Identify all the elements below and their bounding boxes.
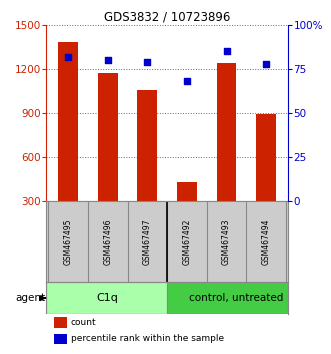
Title: GDS3832 / 10723896: GDS3832 / 10723896 xyxy=(104,11,230,24)
Bar xyxy=(98,73,118,201)
Bar xyxy=(58,42,78,201)
Text: GSM467492: GSM467492 xyxy=(182,219,191,265)
Bar xyxy=(137,90,157,201)
Bar xyxy=(256,114,276,201)
Point xyxy=(105,57,110,63)
Point xyxy=(184,79,190,84)
Point xyxy=(263,61,269,67)
Bar xyxy=(167,282,288,314)
Point xyxy=(145,59,150,65)
Bar xyxy=(54,334,67,344)
Bar xyxy=(217,63,236,201)
Text: GSM467493: GSM467493 xyxy=(222,219,231,265)
Text: GSM467494: GSM467494 xyxy=(262,219,271,265)
Text: C1q: C1q xyxy=(97,293,119,303)
Bar xyxy=(46,282,167,314)
Text: GSM467495: GSM467495 xyxy=(64,219,72,265)
Text: control, untreated: control, untreated xyxy=(189,293,284,303)
Point xyxy=(224,48,229,54)
Text: count: count xyxy=(71,318,96,327)
Text: agent: agent xyxy=(15,293,45,303)
Text: percentile rank within the sample: percentile rank within the sample xyxy=(71,335,224,343)
Bar xyxy=(54,317,67,328)
Point xyxy=(66,54,71,59)
Text: GSM467496: GSM467496 xyxy=(103,219,112,265)
Text: GSM467497: GSM467497 xyxy=(143,219,152,265)
Bar xyxy=(177,182,197,201)
